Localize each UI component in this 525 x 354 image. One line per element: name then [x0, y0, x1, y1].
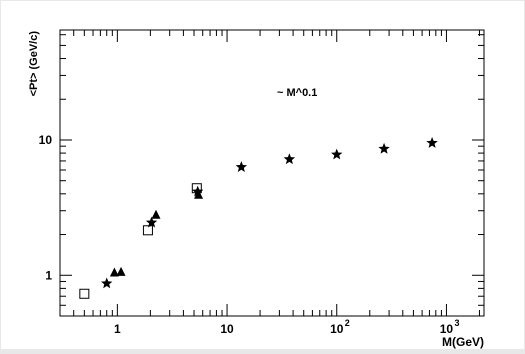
open-square-point	[79, 288, 90, 299]
x-tick-label-exponent: 3	[454, 318, 459, 328]
y-axis-title: <Pt> (GeV/c)	[28, 31, 40, 97]
points-layer	[79, 136, 438, 299]
open-square-point	[142, 225, 153, 236]
x-tick-label: 1	[114, 322, 121, 336]
y-tick-label: 1	[45, 268, 52, 282]
filled-star-point	[331, 148, 343, 160]
x-tick-label: 10	[220, 322, 234, 336]
filled-star-point	[145, 216, 158, 228]
x-tick-label-exponent: 2	[345, 318, 350, 328]
annotation-text: ~ M^0.1	[277, 87, 317, 99]
filled-triangle-point	[151, 209, 161, 219]
plot-frame	[59, 29, 485, 317]
filled-star-point	[378, 142, 390, 154]
filled-star-point	[426, 136, 438, 148]
filled-triangle-point	[109, 267, 119, 277]
filled-star-point	[283, 153, 296, 165]
x-axis-title: M(GeV)	[442, 335, 484, 349]
filled-star-point	[191, 185, 204, 197]
x-tick-label: 10	[440, 322, 454, 336]
ticks-layer	[59, 30, 484, 317]
filled-star-point	[101, 277, 113, 289]
filled-star-point	[235, 161, 248, 172]
filled-triangle-point	[116, 266, 126, 276]
x-tick-label: 10	[330, 322, 344, 336]
y-tick-label: 10	[39, 133, 53, 147]
